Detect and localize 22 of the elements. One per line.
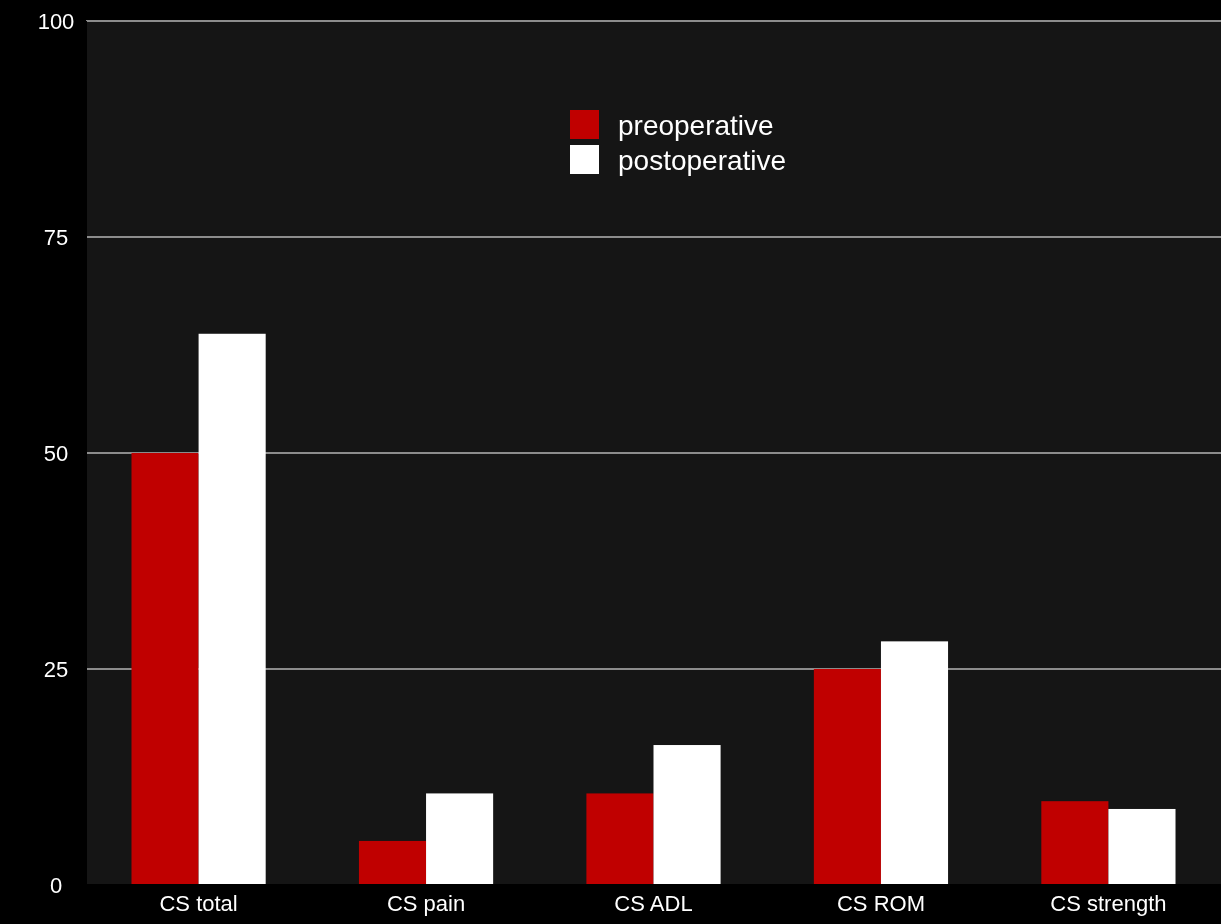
x-tick-label: CS total bbox=[159, 891, 238, 916]
bar bbox=[198, 333, 266, 885]
x-tick-label: CS ADL bbox=[614, 891, 693, 916]
y-tick-label: 25 bbox=[43, 656, 69, 682]
y-tick-label: 50 bbox=[43, 440, 69, 466]
bar bbox=[813, 669, 881, 885]
y-tick-label: 100 bbox=[37, 8, 75, 34]
x-tick-label: CS ROM bbox=[836, 891, 925, 916]
bar bbox=[880, 641, 949, 885]
legend-label: postoperative bbox=[618, 144, 787, 176]
x-tick-label: CS pain bbox=[386, 891, 466, 916]
bar bbox=[653, 745, 721, 885]
y-tick-label: 0 bbox=[49, 872, 63, 898]
y-tick-label: 75 bbox=[43, 224, 69, 250]
bar bbox=[1108, 808, 1176, 885]
bar bbox=[131, 453, 199, 885]
bar bbox=[358, 840, 427, 885]
x-tick-label: CS strength bbox=[1050, 891, 1167, 916]
bar bbox=[586, 793, 654, 885]
legend-label: preoperative bbox=[618, 109, 774, 141]
bar bbox=[426, 793, 494, 885]
bar bbox=[1041, 801, 1109, 885]
